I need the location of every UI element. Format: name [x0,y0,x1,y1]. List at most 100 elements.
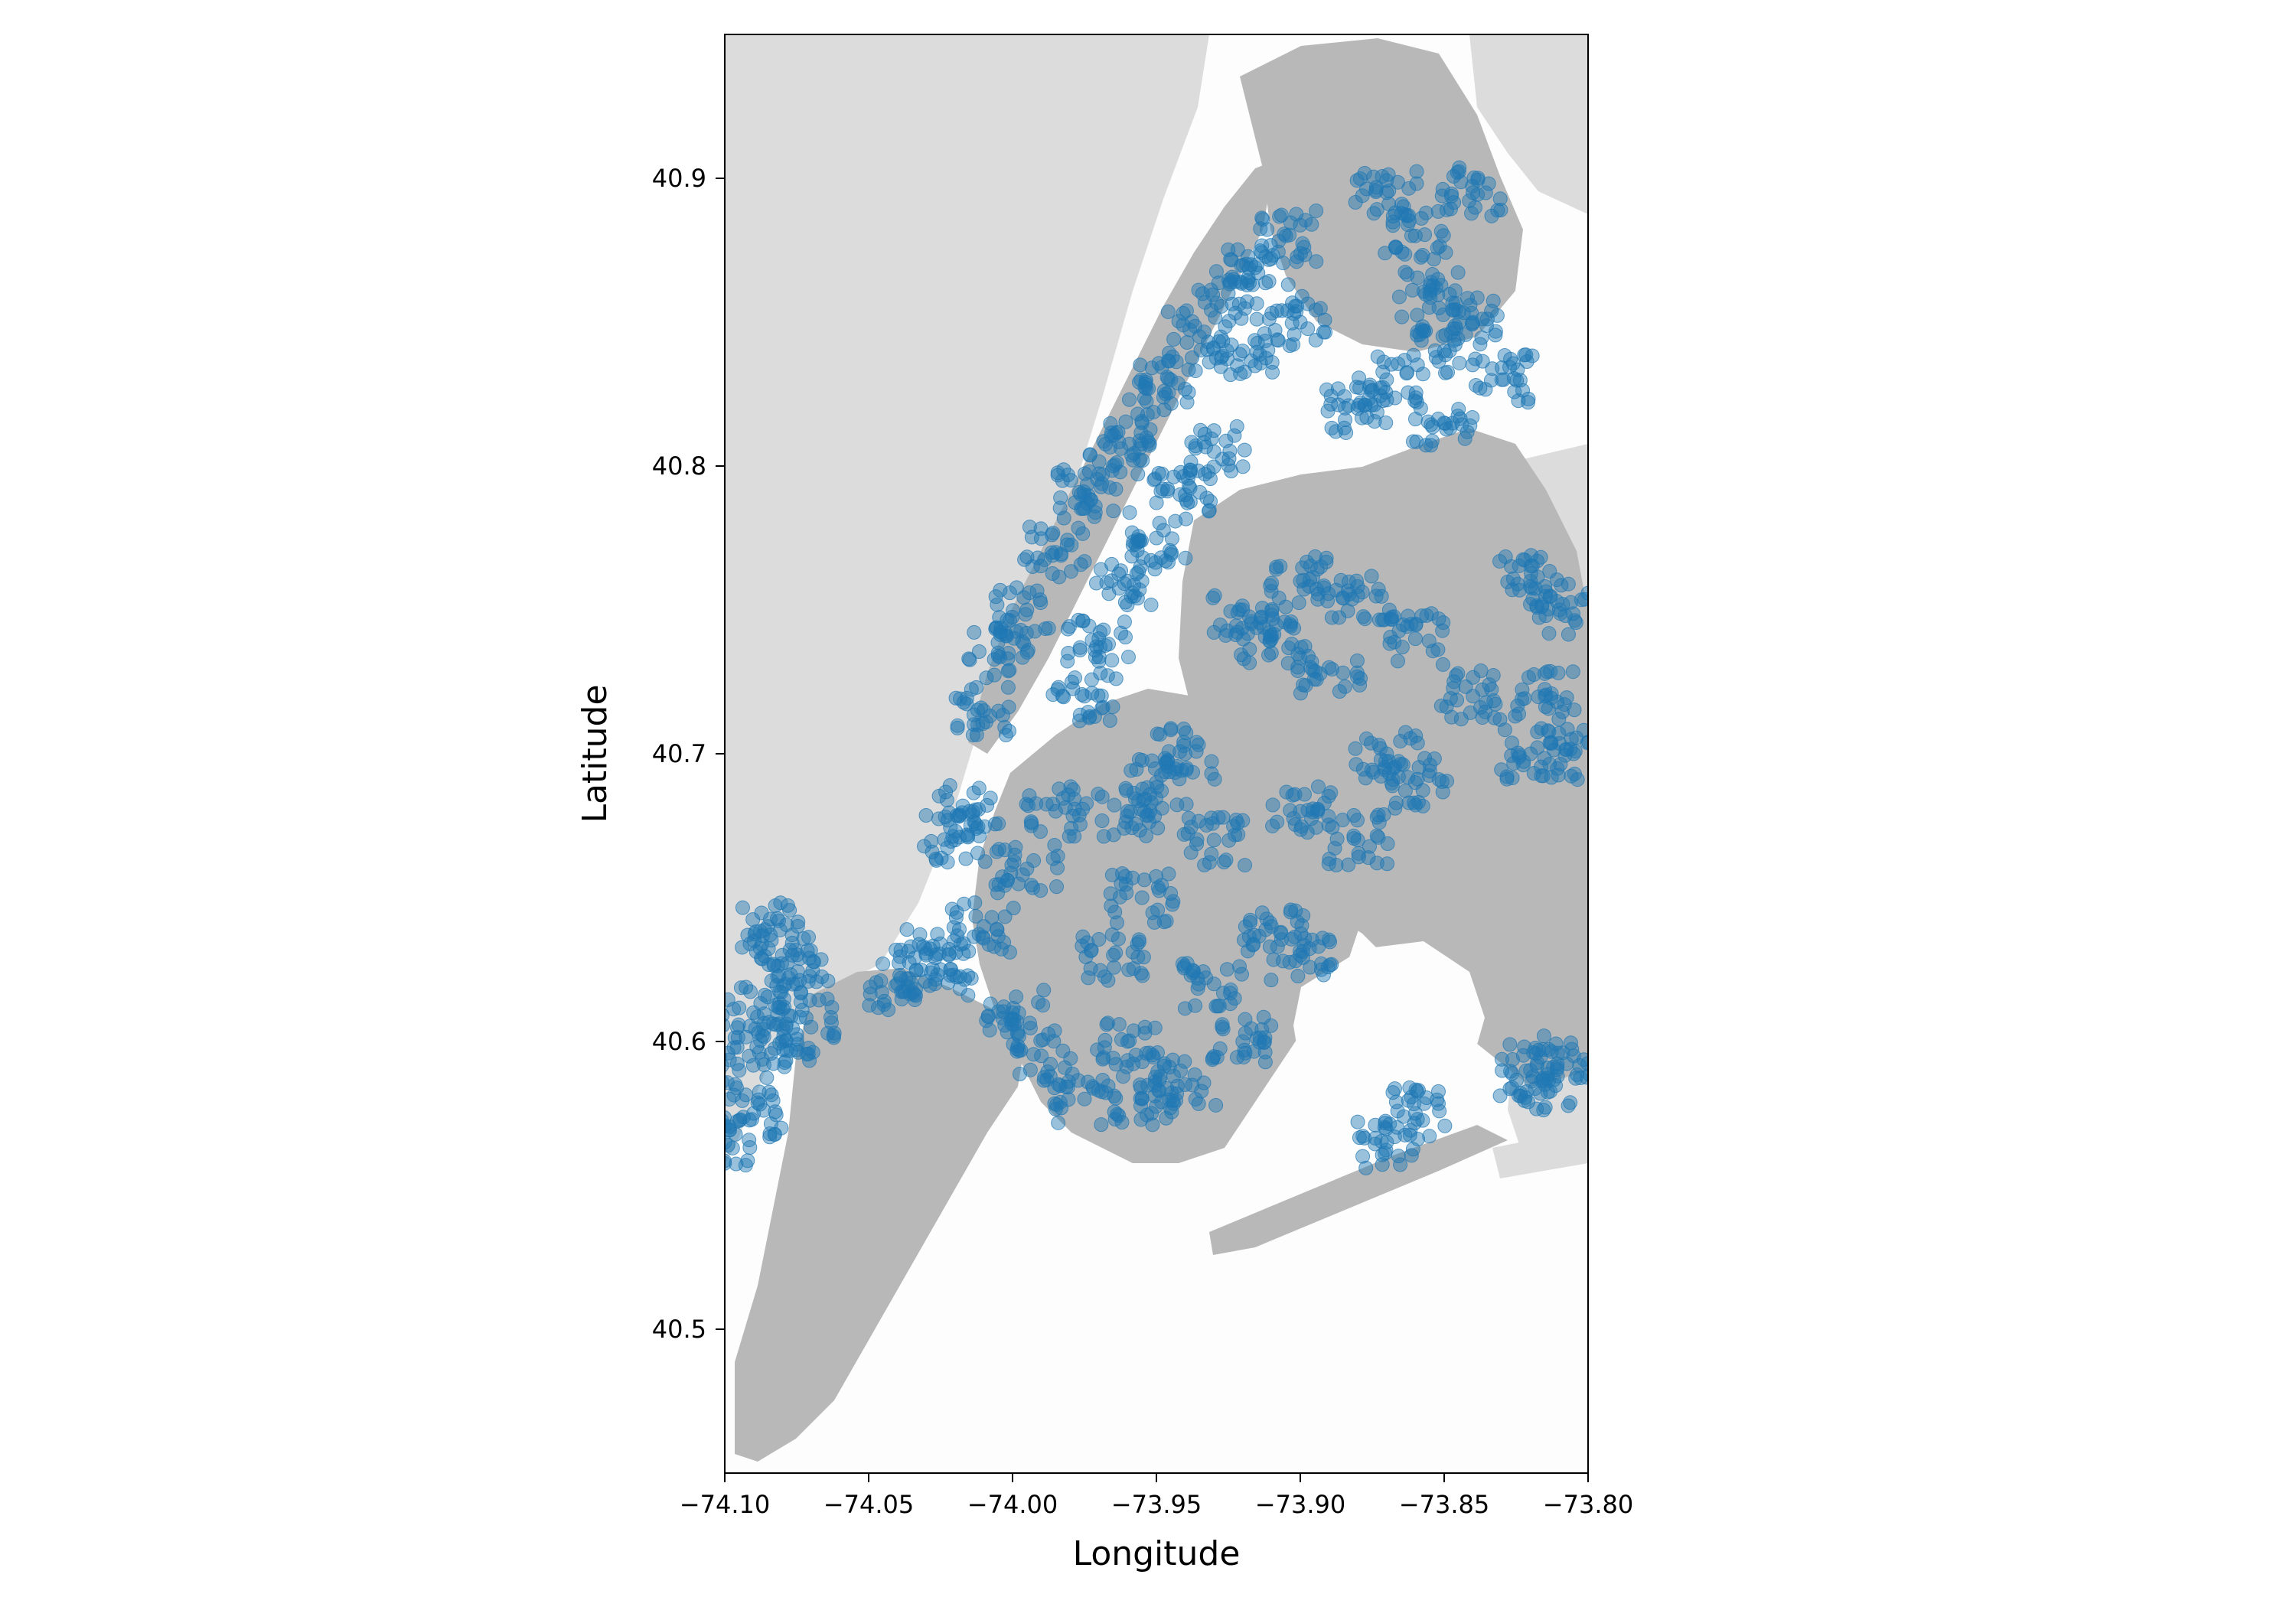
scatter-point [995,708,1010,723]
scatter-point [1394,309,1410,324]
scatter-point [1371,738,1387,753]
scatter-point [1521,670,1536,685]
scatter-point [1468,378,1483,393]
scatter-point [1346,831,1362,846]
scatter-point [956,946,971,961]
scatter-point [1329,858,1344,873]
scatter-point [1021,798,1036,813]
scatter-point [991,877,1006,892]
scatter-point [1494,360,1509,376]
scatter-point [908,963,924,978]
scatter-point [1404,617,1419,632]
scatter-point [762,957,777,973]
scatter-point [1091,688,1106,703]
scatter-point [1039,797,1054,812]
scatter-point [1388,240,1404,256]
scatter-point [1329,831,1345,846]
scatter-point [1538,608,1554,624]
scatter-point [1183,845,1199,860]
scatter-point [1374,588,1389,604]
scatter-point [1388,1094,1404,1110]
scatter-point [1300,321,1316,337]
scatter-point [1478,382,1493,397]
scatter-point [1424,606,1439,621]
scatter-point [790,947,805,963]
scatter-point [768,898,783,913]
scatter-point [1231,827,1246,843]
scatter-point [1114,625,1129,641]
scatter-point [1430,287,1446,302]
scatter-point [757,948,772,963]
scatter-point [1561,1098,1576,1113]
scatter-point [1415,798,1430,813]
scatter-point [988,620,1003,635]
scatter-point [1341,574,1356,589]
scatter-point [790,964,805,980]
scatter-point [998,727,1013,742]
scatter-point [739,980,754,995]
scatter-point [1512,373,1528,388]
scatter-point [1148,1099,1163,1114]
scatter-point [1551,665,1566,680]
scatter-point [1492,553,1508,569]
scatter-point [1512,582,1528,598]
scatter-point [1179,395,1195,410]
scatter-point [1415,248,1430,263]
scatter-point [759,1070,775,1085]
scatter-point [1430,240,1445,256]
scatter-point [1316,580,1332,595]
scatter-point [1051,1077,1066,1092]
scatter-point [1451,402,1466,417]
scatter-point [984,910,1000,925]
scatter-point [1433,223,1449,239]
scatter-point [1524,581,1539,596]
scatter-point [1462,193,1477,208]
scatter-point [1350,1114,1365,1129]
scatter-point [1208,1097,1224,1113]
westchester-landmass [1469,34,1588,214]
scatter-point [1057,1060,1072,1075]
scatter-point [1245,937,1261,953]
scatter-point [764,933,779,948]
scatter-point [1147,761,1163,776]
scatter-point [766,958,781,973]
scatter-point [1438,347,1453,363]
scatter-point [1187,1067,1202,1082]
scatter-point [1324,610,1339,625]
scatter-point [1368,1117,1383,1133]
scatter-point [1156,523,1171,538]
scatter-point [1142,1045,1157,1061]
scatter-point [1321,932,1336,947]
scatter-point [1436,615,1451,631]
scatter-point [1349,757,1364,772]
scatter-point [702,1068,716,1082]
scatter-point [1133,966,1149,981]
scatter-point [1513,1086,1528,1101]
scatter-point [1396,1109,1411,1124]
scatter-point [1071,807,1087,823]
scatter-point [1239,278,1254,293]
scatter-point [705,1038,719,1051]
scatter-point [970,846,986,861]
scatter-point [1091,654,1107,669]
scatter-point [1418,205,1433,220]
scatter-point [1488,324,1503,339]
scatter-point [782,903,797,918]
y-axis-label: Latitude [576,684,615,823]
scatter-point [1122,1033,1137,1048]
scatter-point [1424,417,1439,432]
scatter-point [1379,372,1394,387]
y-axis-ticks: 40.5 40.6 40.7 40.8 40.9 [652,164,725,1344]
scatter-point [990,922,1005,937]
scatter-point [1270,333,1286,348]
scatter-point [1497,348,1512,363]
scatter-point [1350,401,1365,416]
scatter-point [1404,1148,1419,1163]
scatter-point [1541,1073,1557,1088]
scatter-point [1448,302,1463,317]
scatter-point [1058,800,1073,815]
scatter-point [1408,797,1424,813]
scatter-point [1133,559,1148,575]
scatter-point [1341,398,1356,413]
scatter-point [1211,275,1226,291]
